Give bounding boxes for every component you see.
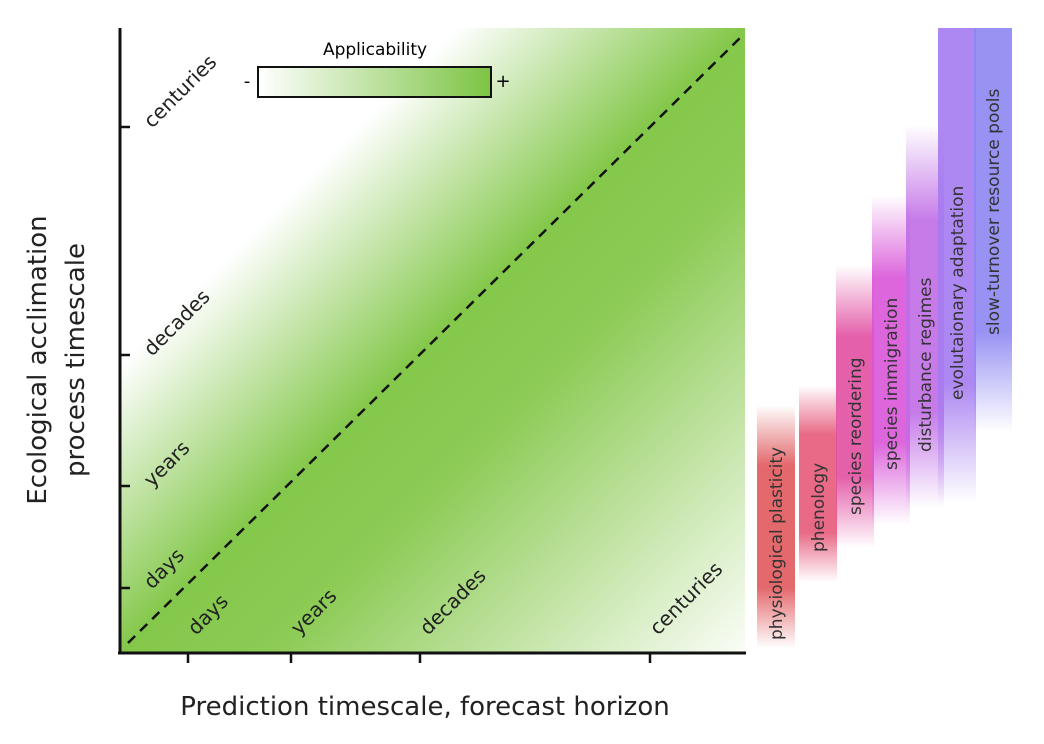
legend-title: Applicability: [323, 40, 427, 60]
process-label: phenology: [809, 463, 829, 552]
process-bar: [938, 28, 976, 503]
legend-high: +: [495, 71, 510, 92]
legend-low: -: [244, 71, 251, 92]
process-bar: [836, 265, 874, 548]
process-bar: [757, 405, 795, 648]
process-bar: [974, 28, 1012, 432]
process-bar: [872, 195, 910, 525]
process-bar: [799, 385, 837, 582]
process-label: species immigration: [882, 298, 902, 470]
legend-bar: [257, 66, 492, 98]
process-label: physiological plasticity: [767, 447, 787, 640]
process-label: disturbance regimes: [916, 277, 936, 452]
process-bar: [906, 125, 944, 508]
x-axis-label: Prediction timescale, forecast horizon: [180, 692, 669, 722]
y-axis-label: Ecological acclimation: [23, 215, 53, 504]
process-label: species reordering: [846, 357, 866, 515]
y-axis-label: process timescale: [61, 243, 91, 477]
applicability-band: [120, 28, 745, 652]
diagonal: [127, 35, 743, 644]
process-label: evolutaionary adaptation: [948, 186, 968, 400]
process-label: slow-turnover resource pools: [984, 89, 1004, 335]
